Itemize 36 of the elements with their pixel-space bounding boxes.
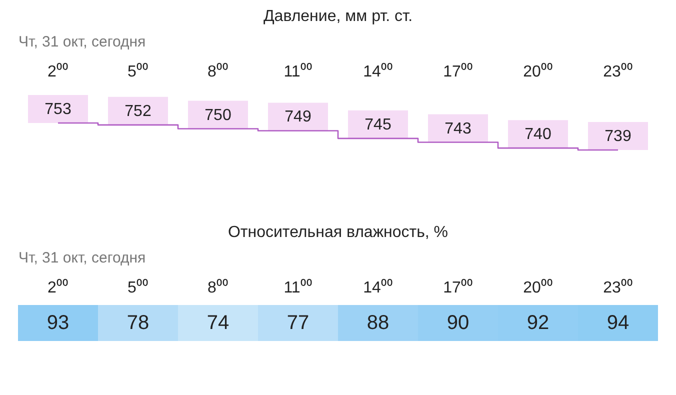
data-label: 88 [366, 312, 390, 334]
data-label: 78 [126, 312, 150, 334]
x-tick-label: 17⁰⁰ [443, 278, 473, 296]
x-tick-label: 5⁰⁰ [128, 62, 148, 80]
x-tick-label: 14⁰⁰ [363, 62, 393, 80]
chart-subtitle: Чт, 31 окт, сегодня [18, 250, 146, 266]
data-label: 77 [286, 312, 310, 334]
data-label: 93 [46, 312, 70, 334]
data-label: 745 [364, 116, 392, 134]
data-label: 740 [524, 126, 552, 144]
data-label: 94 [606, 312, 630, 334]
x-tick-label: 20⁰⁰ [523, 62, 553, 80]
data-label: 752 [124, 102, 152, 120]
data-label: 750 [204, 106, 232, 124]
x-tick-label: 14⁰⁰ [363, 278, 393, 296]
data-label: 739 [604, 128, 632, 145]
chart-title: Относительная влажность, % [228, 224, 448, 241]
chart-subtitle: Чт, 31 окт, сегодня [18, 34, 146, 50]
x-tick-label: 11⁰⁰ [284, 278, 312, 296]
x-tick-label: 23⁰⁰ [603, 278, 633, 296]
x-tick-label: 2⁰⁰ [48, 278, 68, 296]
x-tick-label: 8⁰⁰ [208, 278, 228, 296]
x-tick-label: 17⁰⁰ [443, 62, 473, 80]
chart-title: Давление, мм рт. ст. [263, 8, 413, 25]
x-tick-label: 5⁰⁰ [128, 278, 148, 296]
data-label: 74 [206, 312, 230, 334]
x-tick-label: 20⁰⁰ [523, 278, 553, 296]
x-tick-label: 8⁰⁰ [208, 62, 228, 80]
data-label: 749 [284, 108, 312, 126]
x-tick-label: 2⁰⁰ [48, 62, 68, 80]
x-tick-label: 23⁰⁰ [603, 62, 633, 80]
data-label: 92 [526, 312, 550, 334]
x-tick-label: 11⁰⁰ [284, 62, 312, 80]
data-label: 743 [444, 120, 472, 138]
data-label: 90 [446, 312, 470, 334]
data-label: 753 [44, 101, 72, 118]
